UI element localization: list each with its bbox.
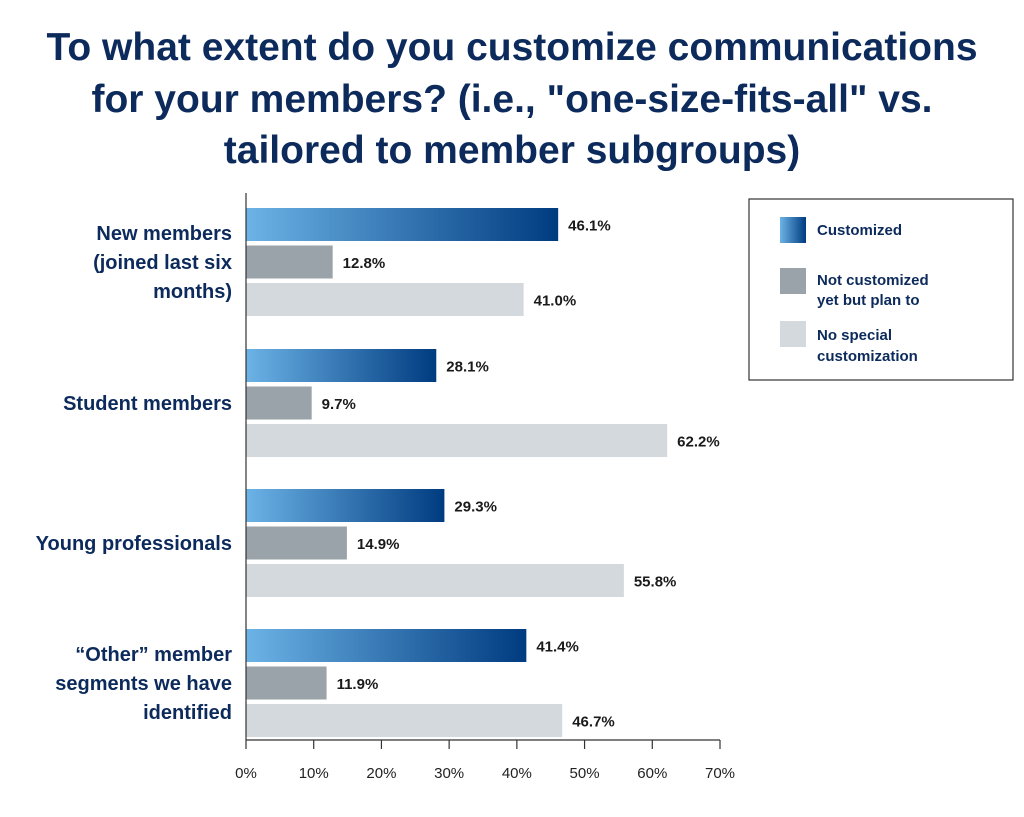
bar-plan-to [246, 666, 327, 700]
data-label: 46.1% [568, 218, 611, 235]
x-tick-label: 10% [299, 765, 329, 782]
x-axis: 0% 10% 20% 30% 40% 50% 60% 70% [235, 193, 735, 782]
legend-label: Not customized [817, 272, 929, 289]
bar-customized [246, 489, 445, 522]
legend-swatch [780, 321, 806, 347]
x-tick-label: 50% [570, 765, 600, 782]
x-tick-label: 30% [434, 765, 464, 782]
legend-label: customization [817, 348, 918, 365]
bar-plan-to [246, 386, 312, 420]
data-label: 12.8% [343, 255, 386, 272]
chart-title-line: To what extent do you customize communic… [46, 26, 977, 69]
bar-customized [246, 208, 559, 241]
data-label: 55.8% [634, 574, 677, 591]
legend-swatch [780, 268, 806, 294]
category-label: New members [96, 223, 232, 245]
category-label: months) [153, 281, 232, 303]
bar-no-special [246, 564, 624, 597]
data-label: 29.3% [454, 499, 497, 516]
legend-label: yet but plan to [817, 292, 920, 309]
category-label: Young professionals [36, 533, 232, 555]
data-label: 41.0% [534, 293, 577, 310]
category-label: identified [143, 702, 232, 724]
data-label: 14.9% [357, 536, 400, 553]
data-label: 46.7% [572, 714, 615, 731]
bar-customized [246, 349, 437, 382]
legend-swatch [780, 217, 806, 243]
data-label: 28.1% [446, 359, 489, 376]
x-tick-label: 40% [502, 765, 532, 782]
legend: Customized Not customized yet but plan to N… [748, 198, 1014, 381]
data-label: 41.4% [536, 639, 579, 656]
bar-plan-to [246, 526, 347, 560]
bar-plan-to [246, 245, 333, 279]
category-label: Student members [63, 393, 232, 415]
bar-no-special [246, 704, 563, 737]
category-labels: New members (joined last six months) Studen… [36, 223, 233, 724]
legend-label: Customized [817, 222, 902, 239]
chart-title: To what extent do you customize communic… [46, 26, 977, 172]
data-label: 9.7% [322, 396, 356, 413]
x-tick-label: 60% [637, 765, 667, 782]
bars [246, 208, 668, 737]
x-tick-label: 20% [366, 765, 396, 782]
x-tick-label: 0% [235, 765, 257, 782]
category-label: segments we have [55, 673, 232, 695]
bar-no-special [246, 283, 524, 316]
data-label: 62.2% [677, 434, 720, 451]
chart-title-line: tailored to member subgroups) [224, 129, 800, 172]
category-label: “Other” member [75, 644, 232, 666]
chart-title-line: for your members? (i.e., "one-size-fits-… [91, 78, 932, 121]
x-tick-label: 70% [705, 765, 735, 782]
value-labels: 46.1% 12.8% 41.0% 28.1% 9.7% 62.2% 29.3% 14.9% 5… [322, 218, 720, 731]
data-label: 11.9% [337, 676, 379, 693]
bar-customized [246, 629, 527, 662]
bar-no-special [246, 424, 668, 457]
category-label: (joined last six [93, 252, 232, 274]
legend-label: No special [817, 327, 892, 344]
